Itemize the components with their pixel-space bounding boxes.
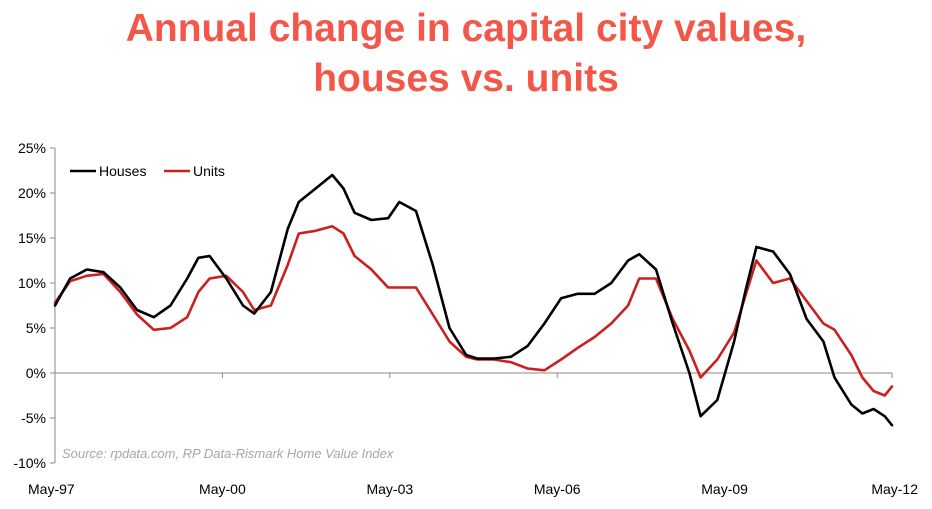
- y-tick-label: 5%: [26, 320, 46, 336]
- x-tick-label: May-00: [199, 481, 246, 497]
- series-line-units: [53, 225, 894, 397]
- series-line-houses: [53, 173, 894, 427]
- y-tick-label: 0%: [26, 365, 46, 381]
- x-tick-label: May-06: [534, 481, 581, 497]
- y-tick-label: 20%: [18, 185, 46, 201]
- legend-label-houses: Houses: [99, 163, 146, 179]
- title-line-2: houses vs. units: [313, 57, 619, 100]
- chart-axes: 25% 20% 15% 10% 5% 0% -5% -10% May-97 May-00 May-0…: [13, 140, 918, 497]
- series-layer: [53, 173, 894, 427]
- y-tick-label: 15%: [18, 230, 46, 246]
- y-tick-label: -5%: [21, 410, 46, 426]
- title-line-1: Annual change in capital city values,: [125, 7, 807, 50]
- x-tick-label: May-03: [366, 481, 413, 497]
- x-tick-label: May-12: [871, 481, 918, 497]
- chart-title: Annual change in capital city values, ho…: [0, 4, 932, 104]
- y-tick-label: 25%: [18, 140, 46, 156]
- legend: Houses Units: [70, 163, 225, 179]
- x-tick-label: May-97: [28, 481, 75, 497]
- x-tick-label: May-09: [701, 481, 748, 497]
- y-tick-label: -10%: [13, 455, 46, 471]
- y-tick-label: 10%: [18, 275, 46, 291]
- legend-label-units: Units: [193, 163, 225, 179]
- source-note: Source: rpdata.com, RP Data-Rismark Home…: [62, 446, 394, 461]
